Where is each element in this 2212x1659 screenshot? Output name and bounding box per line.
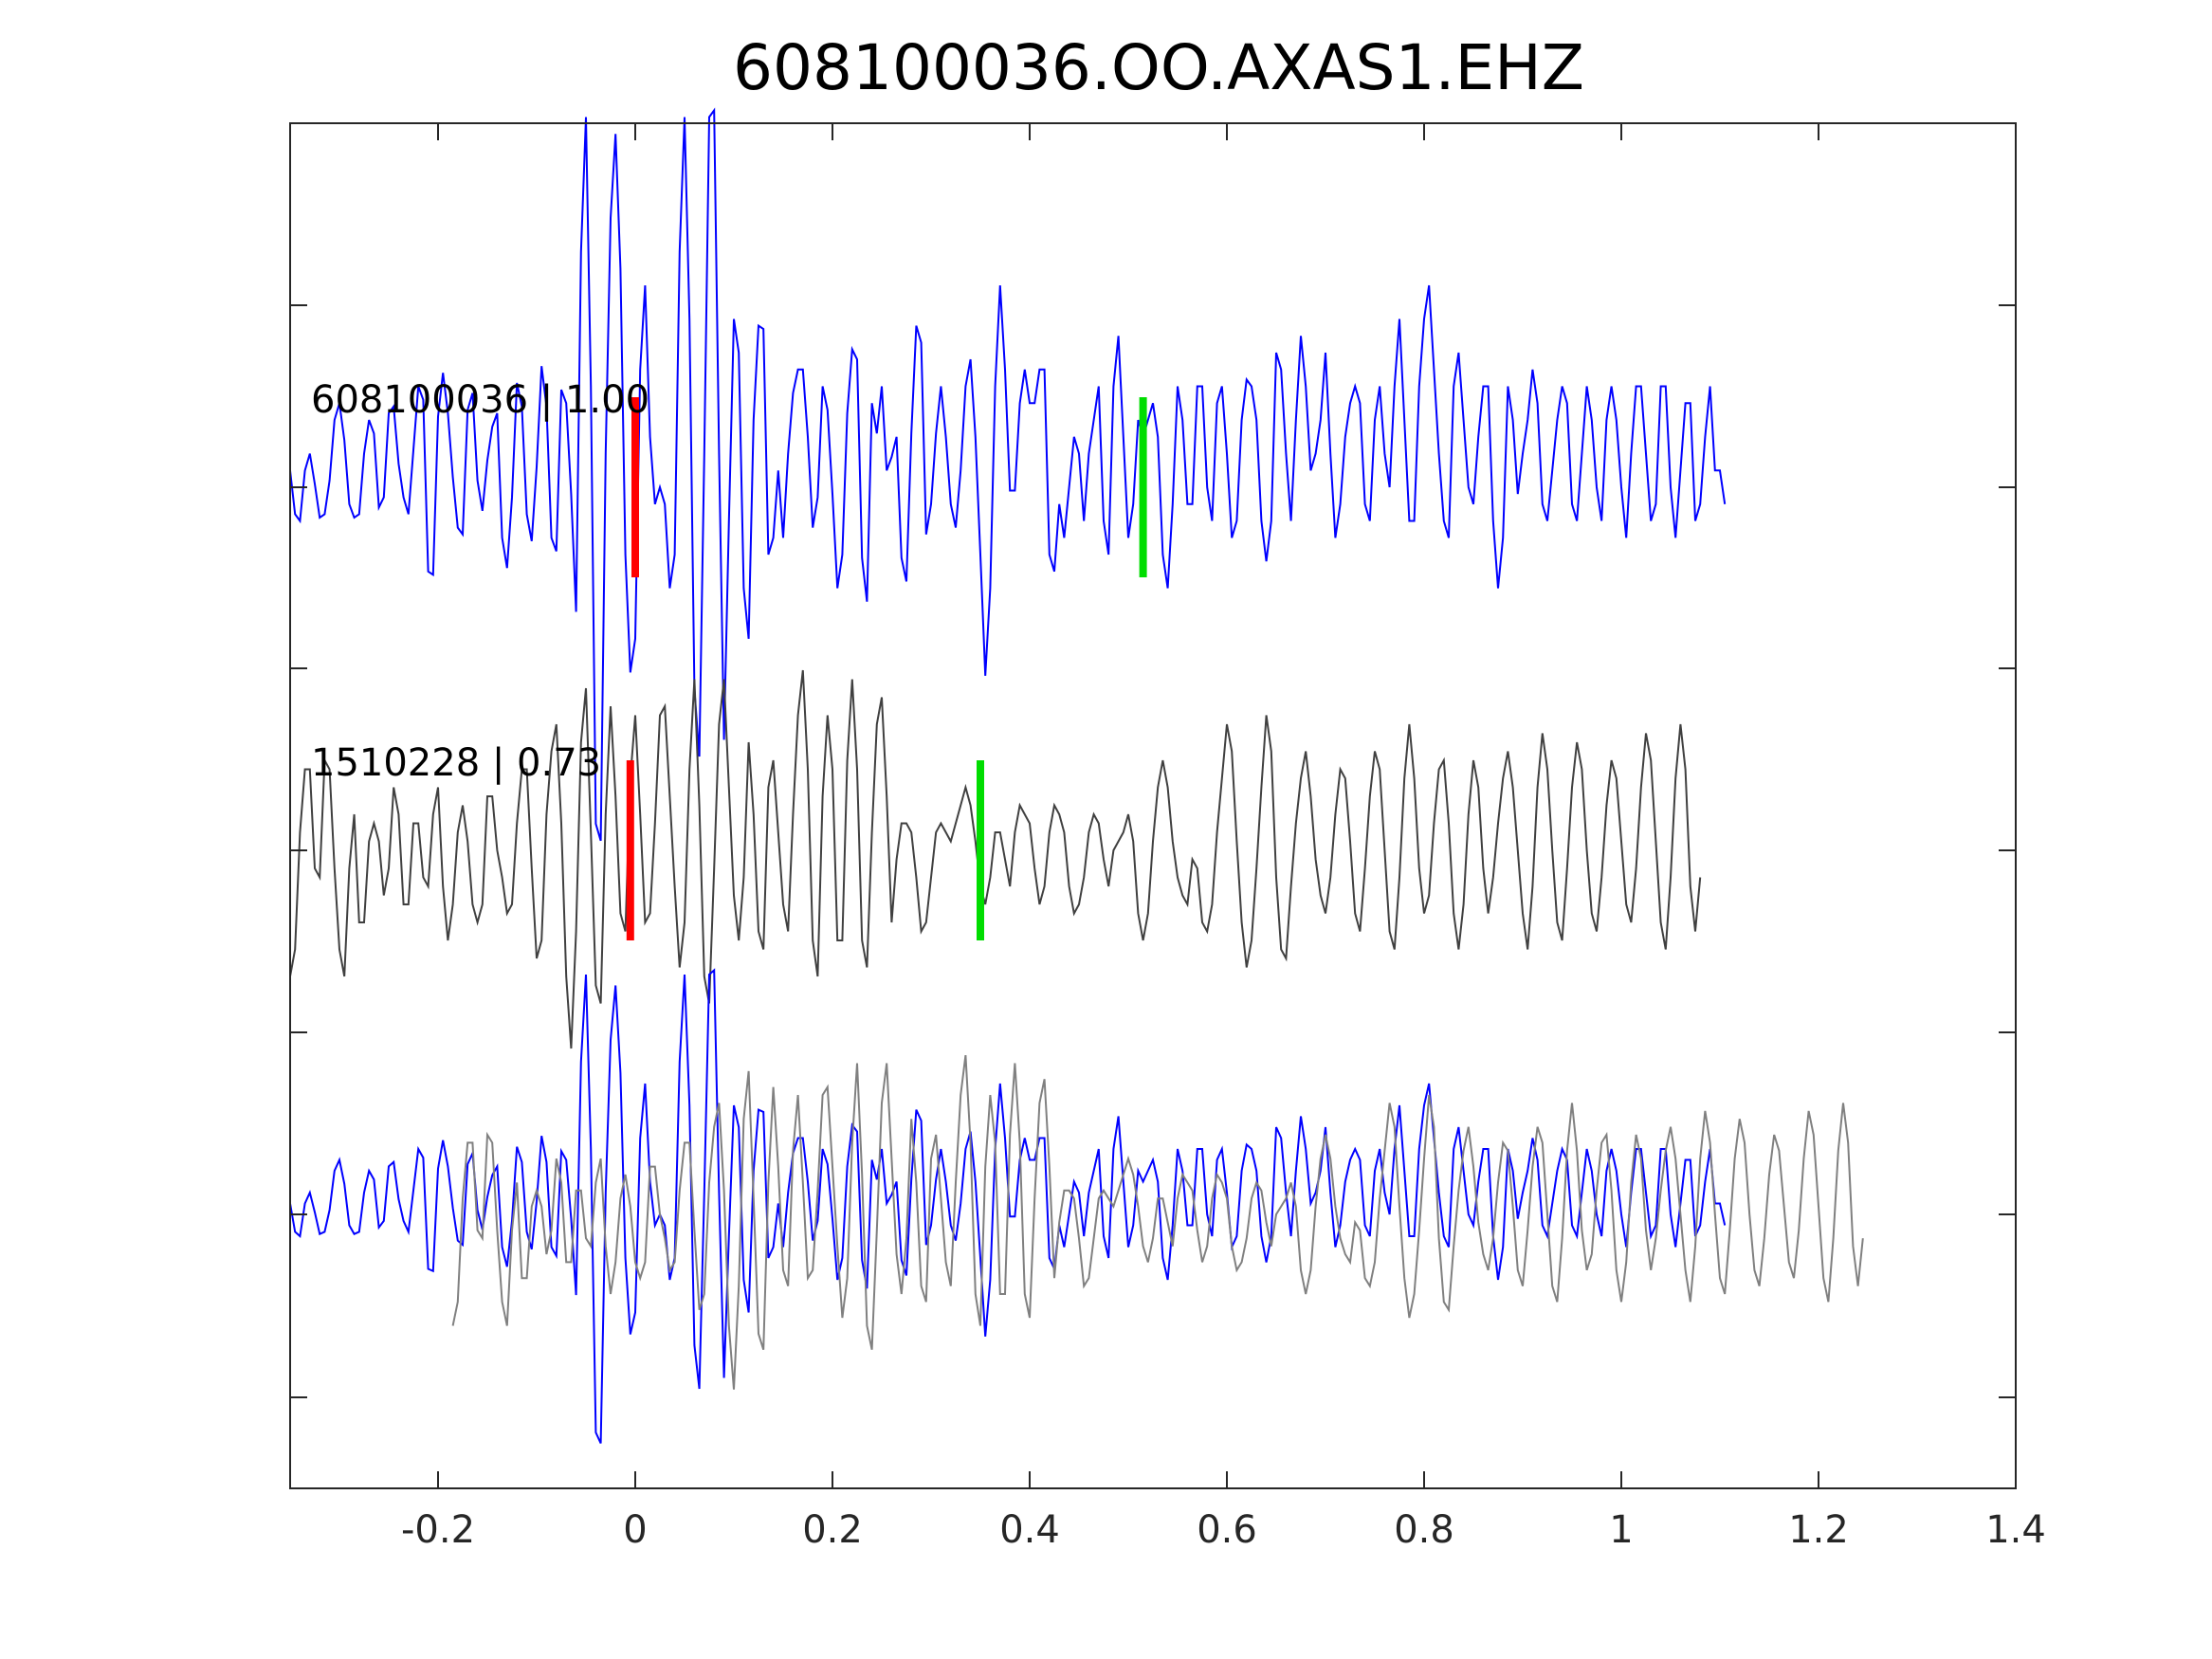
- series-line-middle-1: [289, 669, 1702, 1049]
- axes: -0.2 0 0.2 0.4 0.6 0.8 1 1.2 1.4: [290, 123, 2046, 1552]
- plot-area: 608100036 | 1.00 1510228 | 0.73: [289, 107, 1864, 1444]
- x-tick-label: 0.6: [1197, 1508, 1257, 1552]
- trace-label-top: 608100036 | 1.00: [311, 378, 649, 422]
- x-tick-label: 0: [623, 1508, 647, 1552]
- x-tick-label: -0.2: [401, 1508, 475, 1552]
- chart-title: 608100036.OO.AXAS1.EHZ: [733, 31, 1584, 104]
- x-tick-label: 0.2: [802, 1508, 863, 1552]
- axes-box: [289, 122, 2017, 1489]
- series-line-top-0: [289, 107, 1727, 842]
- x-tick-label: 1.2: [1788, 1508, 1849, 1552]
- x-tick-label: 1: [1609, 1508, 1633, 1552]
- x-tick-label: 1.4: [1985, 1508, 2046, 1552]
- x-tick-label: 0.8: [1394, 1508, 1454, 1552]
- trace-label-middle: 1510228 | 0.73: [311, 741, 601, 785]
- series-line-bottom-3: [451, 1054, 1864, 1390]
- x-tick-label: 0.4: [999, 1508, 1060, 1552]
